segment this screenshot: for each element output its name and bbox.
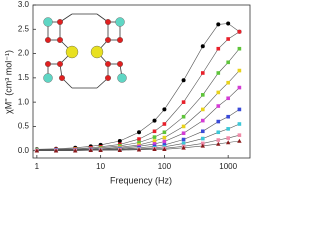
point (216, 104, 221, 108)
point (152, 118, 157, 123)
point (181, 141, 186, 146)
y-tick-label: 3.0 (18, 0, 30, 9)
point (237, 29, 242, 34)
x-axis-label: Frequency (Hz) (110, 175, 172, 185)
point (181, 124, 186, 129)
point (216, 138, 221, 142)
point (237, 133, 242, 137)
point (237, 46, 242, 51)
point (216, 46, 221, 51)
y-tick-label: 1.5 (18, 73, 30, 82)
series-line (36, 140, 240, 151)
series-line (36, 134, 240, 151)
point (226, 136, 230, 140)
x-tick-label: 100 (158, 162, 172, 171)
point (200, 71, 205, 75)
point (136, 147, 142, 152)
point (237, 68, 242, 73)
point (152, 139, 157, 143)
point (73, 148, 78, 153)
point (237, 138, 242, 143)
point (181, 78, 186, 83)
series-line (36, 31, 240, 150)
point (152, 135, 157, 139)
point (226, 21, 231, 26)
point (162, 143, 167, 147)
point (200, 143, 205, 148)
series-line (36, 48, 240, 150)
point (237, 122, 242, 126)
point (216, 119, 221, 124)
series-line (36, 109, 240, 151)
point (137, 140, 141, 145)
y-tick-label: 0.5 (18, 122, 30, 131)
point (225, 140, 231, 145)
point (200, 107, 205, 112)
point (162, 107, 167, 112)
point (181, 131, 186, 136)
y-tick-label: 2.0 (18, 49, 30, 58)
y-axis-label: χM'' (cm³ mol⁻¹) (3, 50, 13, 114)
point (226, 80, 230, 85)
point (226, 60, 230, 65)
point (152, 142, 157, 146)
point (226, 96, 230, 101)
point (200, 118, 205, 123)
inset-structure (43, 13, 127, 89)
x-tick-label: 10 (96, 162, 105, 171)
point (216, 130, 221, 135)
point (181, 114, 186, 119)
point (53, 148, 59, 153)
point (216, 141, 221, 146)
point (162, 122, 167, 126)
point (181, 137, 186, 142)
point (200, 44, 205, 49)
series-line (36, 23, 240, 150)
point (162, 130, 167, 135)
x-tick-label: 1000 (219, 162, 237, 171)
point (181, 145, 186, 150)
point (162, 135, 167, 140)
y-tick-label: 1.0 (18, 97, 30, 106)
point (200, 129, 205, 134)
chart: Frequency (Hz) χM'' (cm³ mol⁻¹) 0.0 0.5 1.… (3, 0, 251, 185)
point (226, 127, 230, 131)
point (117, 139, 122, 143)
point (226, 37, 230, 41)
plot-frame (32, 4, 251, 159)
point (152, 147, 157, 152)
point (181, 100, 186, 104)
point (152, 129, 157, 134)
point (117, 148, 123, 153)
point (216, 22, 221, 27)
point (34, 148, 40, 153)
point (200, 136, 205, 141)
point (162, 147, 167, 152)
point (137, 130, 142, 135)
point (98, 148, 103, 153)
point (216, 71, 221, 75)
y-tick-label: 0.0 (18, 146, 30, 155)
point (88, 148, 93, 153)
y-tick-label: 2.5 (18, 24, 30, 33)
point (137, 137, 141, 141)
point (200, 141, 205, 146)
point (237, 107, 242, 112)
point (200, 93, 205, 97)
point (226, 114, 230, 119)
x-tick-label: 1 (35, 162, 40, 171)
point (237, 85, 242, 90)
point (162, 139, 167, 144)
series-line (36, 70, 240, 150)
point (216, 90, 221, 95)
